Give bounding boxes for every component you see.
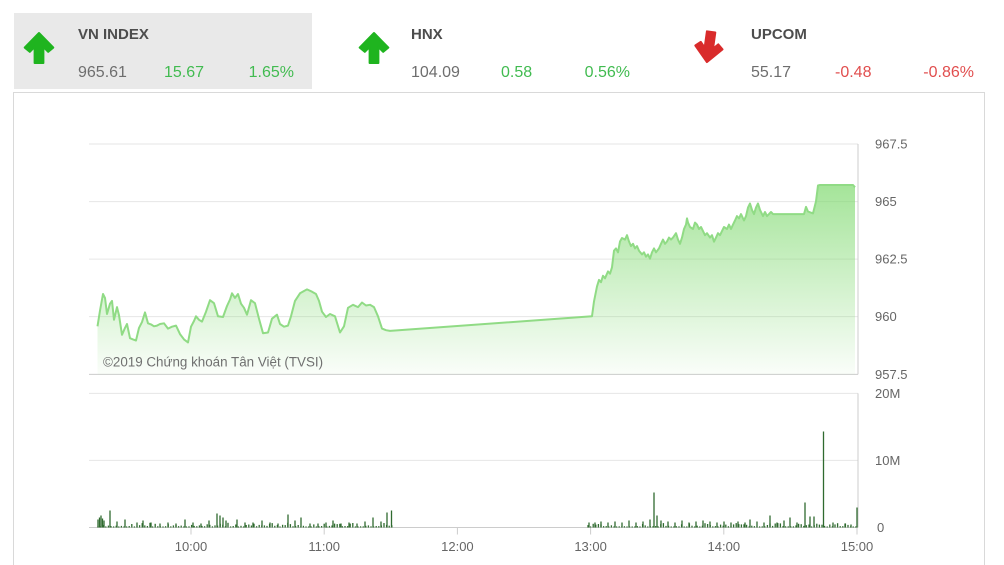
- svg-text:957.5: 957.5: [875, 367, 908, 382]
- svg-text:10:00: 10:00: [175, 539, 208, 554]
- svg-text:962.5: 962.5: [875, 252, 908, 267]
- svg-text:11:00: 11:00: [308, 539, 340, 554]
- svg-text:12:00: 12:00: [441, 539, 474, 554]
- svg-text:967.5: 967.5: [875, 137, 908, 152]
- svg-text:965: 965: [875, 194, 897, 209]
- svg-text:14:00: 14:00: [708, 539, 741, 554]
- svg-text:0: 0: [877, 520, 884, 535]
- svg-text:20M: 20M: [875, 386, 900, 401]
- svg-text:13:00: 13:00: [574, 539, 607, 554]
- svg-text:15:00: 15:00: [841, 539, 874, 554]
- svg-text:960: 960: [875, 309, 897, 324]
- svg-text:©2019 Chứng khoán Tân Việt (TV: ©2019 Chứng khoán Tân Việt (TVSI): [103, 355, 323, 370]
- svg-text:10M: 10M: [875, 453, 900, 468]
